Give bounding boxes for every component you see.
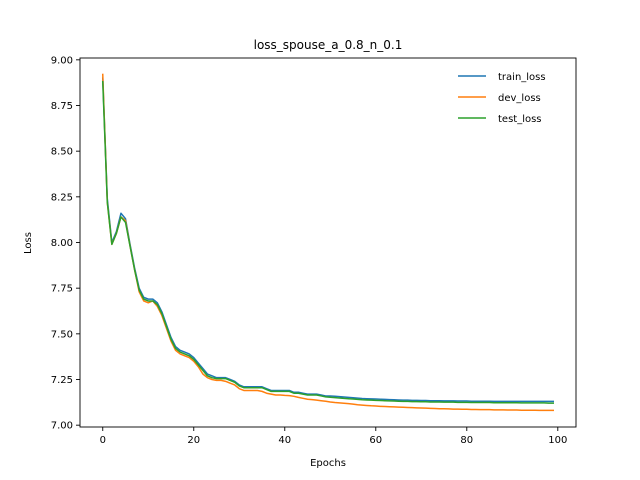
y-axis-label: Loss [23,232,34,254]
legend-label-train-loss: train_loss [498,72,546,83]
x-axis: 0 20 40 60 80 100 [100,427,567,446]
x-axis-label: Epochs [310,458,346,469]
x-tick-label: 0 [100,435,106,446]
y-tick-label: 8.75 [51,101,73,112]
series-line-dev-loss [101,73,554,412]
series-group [101,73,554,412]
y-axis: 7.00 7.25 7.50 7.75 8.00 8.25 8.50 8.75 9.00 [51,55,80,432]
x-tick-label: 80 [460,435,473,446]
x-tick-label: 20 [187,435,200,446]
chart-title: loss_spouse_a_0.8_n_0.1 [254,38,403,52]
series-line-test-loss [101,80,554,404]
y-tick-label: 9.00 [51,55,73,66]
y-tick-label: 8.50 [51,147,73,158]
y-tick-label: 7.50 [51,329,73,340]
x-tick-label: 60 [369,435,382,446]
legend-label-test-loss: test_loss [498,114,542,125]
y-tick-label: 8.25 [51,192,73,203]
y-tick-label: 8.00 [51,238,73,249]
y-tick-label: 7.25 [51,375,73,386]
x-tick-label: 100 [548,435,567,446]
legend-label-dev-loss: dev_loss [498,93,541,104]
y-tick-label: 7.75 [51,284,73,295]
legend: train_loss dev_loss test_loss [458,72,546,125]
series-line-train-loss [101,77,554,403]
x-tick-label: 40 [278,435,291,446]
y-tick-label: 7.00 [51,421,73,432]
